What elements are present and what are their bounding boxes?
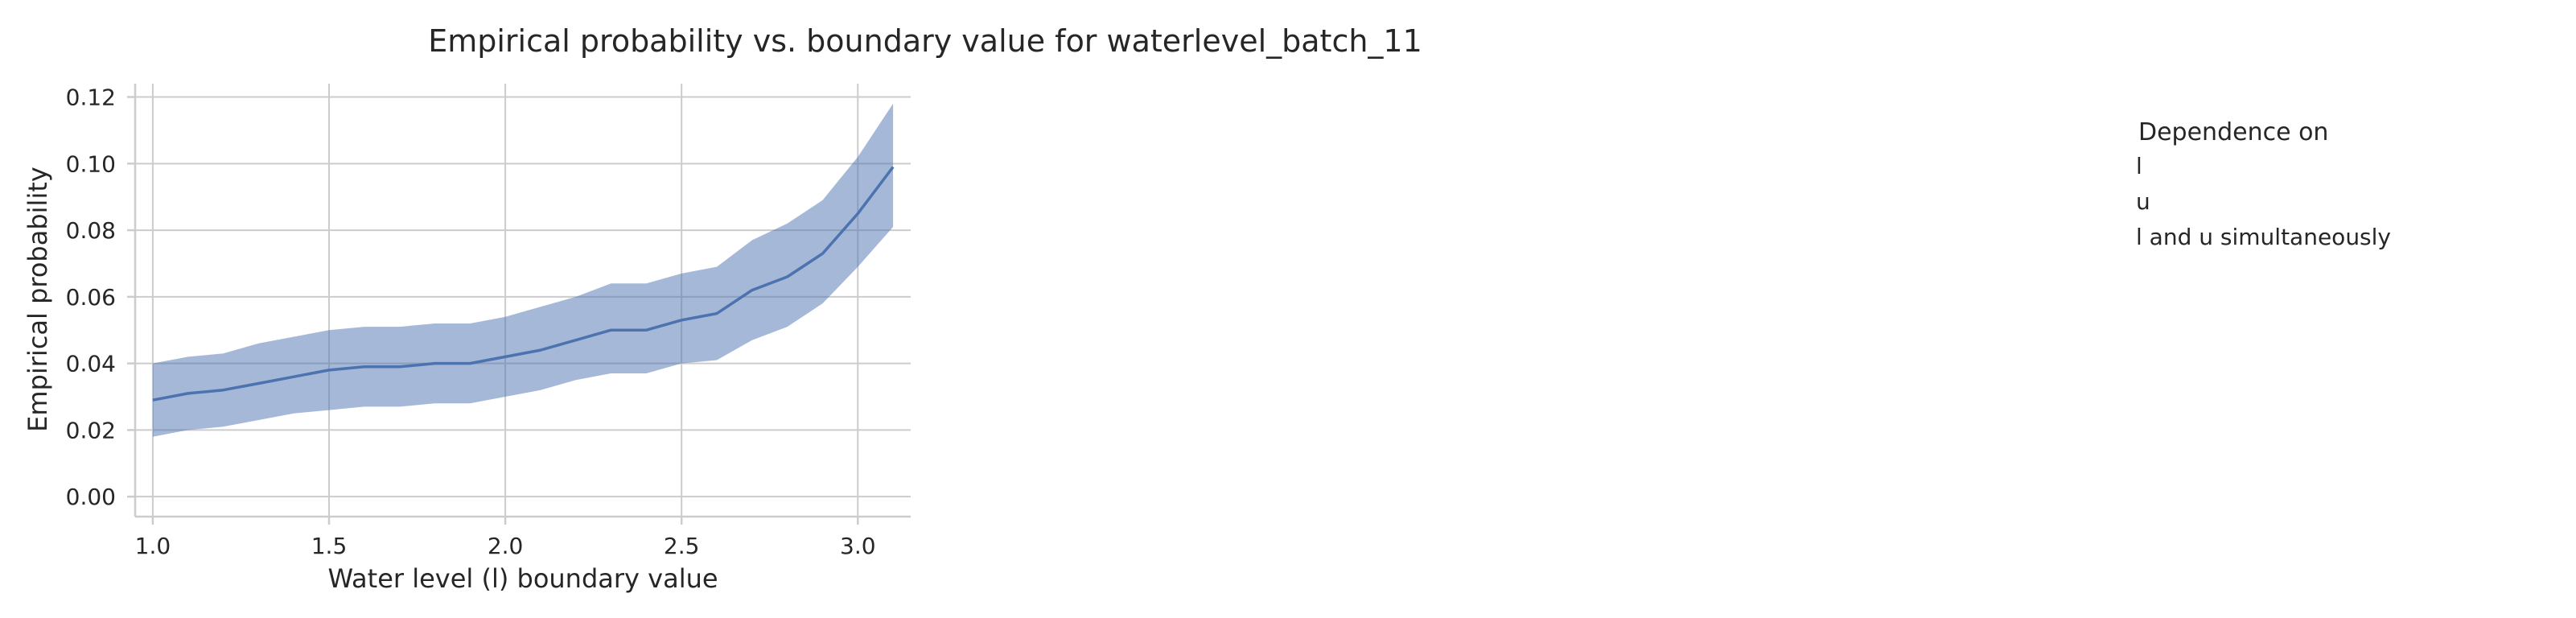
series-line-l	[152, 166, 895, 402]
y-tick-label: 0.02	[66, 417, 116, 443]
panel-left: 1.0 1.5 2.0 2.5 3.0 0.00 0.02 0.04 0.06 0.08 0.10 0…	[66, 84, 911, 594]
x-tick-label: 3.0	[840, 533, 876, 559]
legend-title: Dependence on	[2138, 118, 2328, 146]
y-tick-label: 0.06	[66, 284, 116, 311]
y-tick-label: 0.10	[66, 150, 116, 177]
figure-title: Empirical probability vs. boundary value…	[428, 23, 1422, 59]
legend-label-l-and-u: l and u simultaneously	[2136, 224, 2391, 250]
legend-label-l: l	[2136, 153, 2142, 179]
x-tick-label: 1.0	[135, 533, 171, 559]
confidence-band-l	[152, 103, 894, 437]
x-tick-label: 2.0	[488, 533, 524, 559]
x-tick-label: 2.5	[664, 533, 700, 559]
y-tick-label: 0.12	[66, 84, 116, 111]
x-tick-label: 1.5	[311, 533, 348, 559]
legend: Dependence on l u l and u simultaneously	[2136, 118, 2391, 250]
y-tick-label: 0.04	[66, 351, 116, 377]
y-tick-label: 0.08	[66, 217, 116, 244]
y-tick-label: 0.00	[66, 484, 116, 510]
y-axis-label: Empirical probability	[23, 167, 53, 432]
legend-label-u: u	[2136, 188, 2150, 215]
x-axis-label: Water level (l) boundary value	[327, 563, 718, 594]
